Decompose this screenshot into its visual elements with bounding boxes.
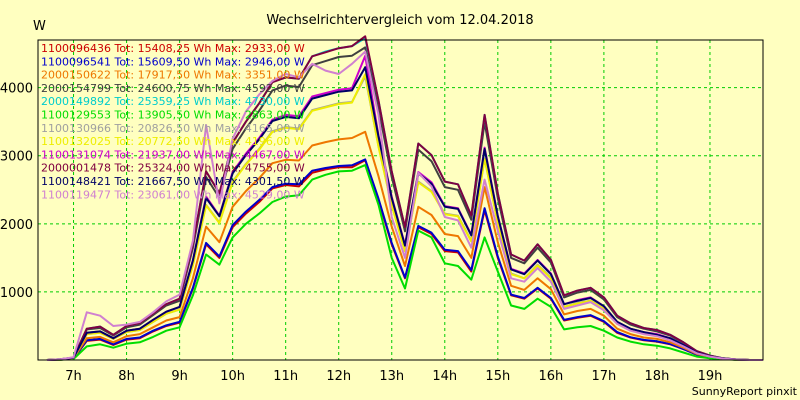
legend-entry: 1100132025 Tot: 20772,50 Wh Max: 4196,00…	[41, 135, 305, 148]
y-tick-label: 2000	[0, 218, 33, 233]
series-line-2	[46, 158, 763, 361]
plot-frame	[37, 39, 764, 361]
legend-entry: 2000001478 Tot: 25324,00 Wh Max: 4755,00…	[41, 162, 305, 175]
y-tick-label: 4000	[0, 82, 33, 97]
x-tick-label: 17h	[592, 369, 617, 384]
x-tick-label: 14h	[432, 369, 457, 384]
chart-title: Wechselrichtervergleich vom 12.04.2018	[266, 13, 533, 28]
series-lines	[46, 35, 763, 361]
x-tick-label: 8h	[118, 369, 135, 384]
x-tick-label: 13h	[379, 369, 404, 384]
x-tick-label: 11h	[273, 369, 298, 384]
legend-entry: 2000154799 Tot: 24600,75 Wh Max: 4592,00…	[41, 82, 305, 95]
series-line-3	[46, 130, 763, 361]
x-tick-label: 15h	[485, 369, 510, 384]
x-tick-label: 10h	[220, 369, 245, 384]
legend-entry: 2000150622 Tot: 17917,50 Wh Max: 3351,00…	[41, 69, 305, 82]
legend-entry: 1100130966 Tot: 20826,50 Wh Max: 4165,00…	[41, 122, 305, 135]
x-tick-labels: 7h 8h 9h 10h 11h 12h 13h 14h 15h 16h 17h 18h 19h	[65, 369, 722, 384]
x-tick-label: 7h	[65, 369, 82, 384]
x-tick-label: 9h	[171, 369, 188, 384]
y-axis-label: W	[33, 19, 46, 34]
legend-entry: 1100129553 Tot: 13905,50 Wh Max: 2863,00…	[41, 109, 305, 122]
series-line-11	[46, 66, 763, 361]
footer-credit: SunnyReport pinxit	[692, 385, 798, 398]
y-tick-label: 3000	[0, 150, 33, 165]
y-tick-labels: 1000 2000 3000 4000	[0, 82, 33, 301]
legend-entry: 1100131074 Tot: 21937,00 Wh Max: 4467,00…	[41, 148, 305, 161]
legend-entry: 1100148421 Tot: 21667,50 Wh Max: 4301,50…	[41, 175, 305, 188]
legend: 1100096436 Tot: 15408,25 Wh Max: 2933,00…	[41, 42, 305, 201]
legend-entry: 1100119477 Tot: 23061,00 Wh Max: 4529,00…	[41, 188, 305, 201]
legend-entry: 1100096541 Tot: 15609,50 Wh Max: 2946,00…	[41, 55, 305, 68]
x-tick-label: 18h	[645, 369, 670, 384]
x-tick-label: 12h	[326, 369, 351, 384]
legend-entry: 2000149892 Tot: 25359,25 Wh Max: 4730,00…	[41, 95, 305, 108]
series-line-6	[46, 164, 763, 361]
series-line-12	[46, 50, 763, 361]
series-line-10	[46, 35, 763, 361]
y-tick-label: 1000	[0, 286, 33, 301]
x-tick-label: 19h	[698, 369, 723, 384]
legend-entry: 1100096436 Tot: 15408,25 Wh Max: 2933,00…	[41, 42, 305, 55]
x-tick-label: 16h	[538, 369, 563, 384]
